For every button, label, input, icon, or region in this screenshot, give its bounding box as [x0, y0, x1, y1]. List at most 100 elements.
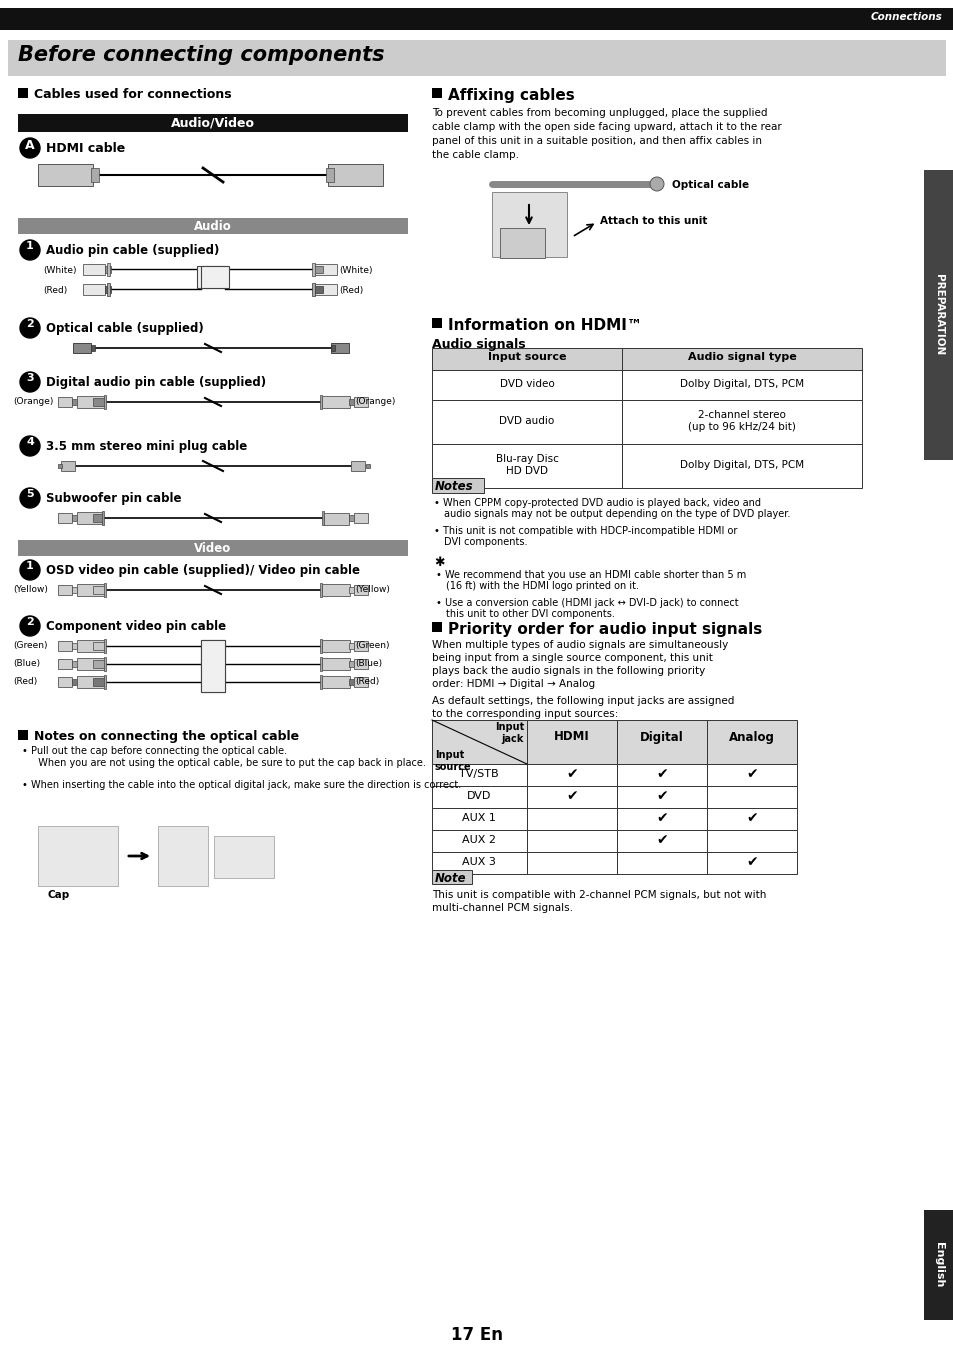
Bar	[77, 640, 105, 652]
Text: ✔: ✔	[656, 767, 667, 780]
Text: (16 ft) with the HDMI logo printed on it.: (16 ft) with the HDMI logo printed on it…	[446, 581, 639, 590]
Bar	[706, 807, 796, 830]
Bar	[322, 586, 334, 594]
Text: 2-channel stereo: 2-channel stereo	[698, 411, 785, 421]
Bar	[526, 830, 617, 852]
Bar	[432, 720, 526, 764]
Circle shape	[20, 240, 40, 260]
Text: 4: 4	[26, 437, 34, 448]
Text: 2: 2	[26, 617, 34, 627]
Bar	[92, 642, 105, 650]
Bar	[349, 679, 354, 685]
Circle shape	[20, 559, 40, 580]
Bar	[58, 464, 62, 468]
Bar	[314, 284, 336, 295]
Bar	[18, 731, 28, 740]
Bar	[313, 286, 323, 293]
Text: Audio signal type: Audio signal type	[687, 352, 796, 363]
Bar	[83, 264, 105, 275]
Text: Dolby Digital, DTS, PCM: Dolby Digital, DTS, PCM	[679, 460, 803, 470]
Bar	[91, 345, 95, 350]
Bar	[621, 400, 862, 443]
Text: 3.5 mm stereo mini plug cable: 3.5 mm stereo mini plug cable	[46, 439, 247, 453]
Text: to the corresponding input sources:: to the corresponding input sources:	[432, 709, 618, 718]
Text: A: A	[25, 139, 34, 152]
Bar	[349, 399, 354, 404]
Bar	[432, 869, 472, 884]
Text: (Blue): (Blue)	[13, 659, 40, 669]
Bar	[432, 807, 526, 830]
Text: Cables used for connections: Cables used for connections	[34, 88, 232, 101]
Bar	[71, 643, 77, 648]
Bar	[0, 8, 953, 30]
Text: ✔: ✔	[745, 855, 757, 869]
Text: PREPARATION: PREPARATION	[933, 275, 943, 356]
Bar	[107, 283, 110, 297]
Text: Input
source: Input source	[435, 749, 471, 771]
Bar	[706, 852, 796, 874]
Bar	[201, 640, 225, 692]
Bar	[213, 836, 274, 878]
Bar	[92, 678, 105, 686]
Text: Digital: Digital	[639, 731, 683, 744]
Bar	[312, 283, 314, 297]
Bar	[366, 464, 370, 468]
Bar	[349, 643, 354, 648]
Bar	[107, 263, 110, 276]
Bar	[104, 582, 106, 597]
Text: panel of this unit in a suitable position, and then affix cables in: panel of this unit in a suitable positio…	[432, 136, 761, 146]
Bar	[322, 398, 334, 406]
Bar	[313, 266, 323, 274]
Text: DVI components.: DVI components.	[443, 537, 527, 547]
Text: (Red): (Red)	[13, 677, 37, 686]
Bar	[71, 586, 77, 593]
Text: 5: 5	[26, 489, 33, 499]
Text: • We recommend that you use an HDMI cable shorter than 5 m: • We recommend that you use an HDMI cabl…	[436, 570, 745, 580]
Text: Priority order for audio input signals: Priority order for audio input signals	[448, 621, 761, 638]
Bar	[58, 659, 71, 669]
Text: When you are not using the optical cable, be sure to put the cap back in place.: When you are not using the optical cable…	[32, 758, 425, 768]
Bar	[617, 786, 706, 807]
Bar	[314, 264, 336, 275]
Text: 17 En: 17 En	[451, 1326, 502, 1344]
Bar	[432, 400, 621, 443]
Bar	[104, 639, 106, 652]
Bar	[706, 764, 796, 786]
Bar	[526, 786, 617, 807]
Bar	[92, 586, 105, 594]
Bar	[322, 642, 334, 650]
Bar	[617, 852, 706, 874]
Bar	[104, 395, 106, 408]
Text: Audio/Video: Audio/Video	[171, 116, 254, 129]
Text: 1: 1	[26, 561, 34, 572]
Text: Digital audio pin cable (supplied): Digital audio pin cable (supplied)	[46, 376, 266, 390]
Text: HDMI cable: HDMI cable	[46, 142, 125, 155]
Text: OSD video pin cable (supplied)/ Video pin cable: OSD video pin cable (supplied)/ Video pi…	[46, 563, 359, 577]
Bar	[71, 515, 77, 520]
Circle shape	[20, 488, 40, 508]
Text: ✱: ✱	[434, 555, 444, 569]
Bar	[104, 656, 106, 671]
Text: • When CPPM copy-protected DVD audio is played back, video and: • When CPPM copy-protected DVD audio is …	[434, 497, 760, 508]
Bar	[326, 168, 334, 182]
Text: (Yellow): (Yellow)	[355, 585, 390, 594]
Bar	[324, 514, 334, 522]
Bar	[526, 852, 617, 874]
Text: this unit to other DVI components.: this unit to other DVI components.	[446, 609, 615, 619]
Bar	[706, 786, 796, 807]
Bar	[354, 659, 368, 669]
Bar	[706, 830, 796, 852]
Bar	[92, 661, 105, 669]
Bar	[319, 675, 322, 689]
Bar	[312, 263, 314, 276]
Text: cable clamp with the open side facing upward, attach it to the rear: cable clamp with the open side facing up…	[432, 123, 781, 132]
Text: Cap: Cap	[48, 890, 71, 900]
Text: • This unit is not compatible with HDCP-incompatible HDMI or: • This unit is not compatible with HDCP-…	[434, 526, 737, 537]
Bar	[349, 661, 354, 667]
Bar	[526, 764, 617, 786]
Circle shape	[20, 137, 40, 158]
Text: To prevent cables from becoming unplugged, place the supplied: To prevent cables from becoming unplugge…	[432, 108, 767, 119]
Text: Information on HDMI™: Information on HDMI™	[448, 318, 641, 333]
Text: (Red): (Red)	[43, 286, 67, 295]
Bar	[77, 584, 105, 596]
